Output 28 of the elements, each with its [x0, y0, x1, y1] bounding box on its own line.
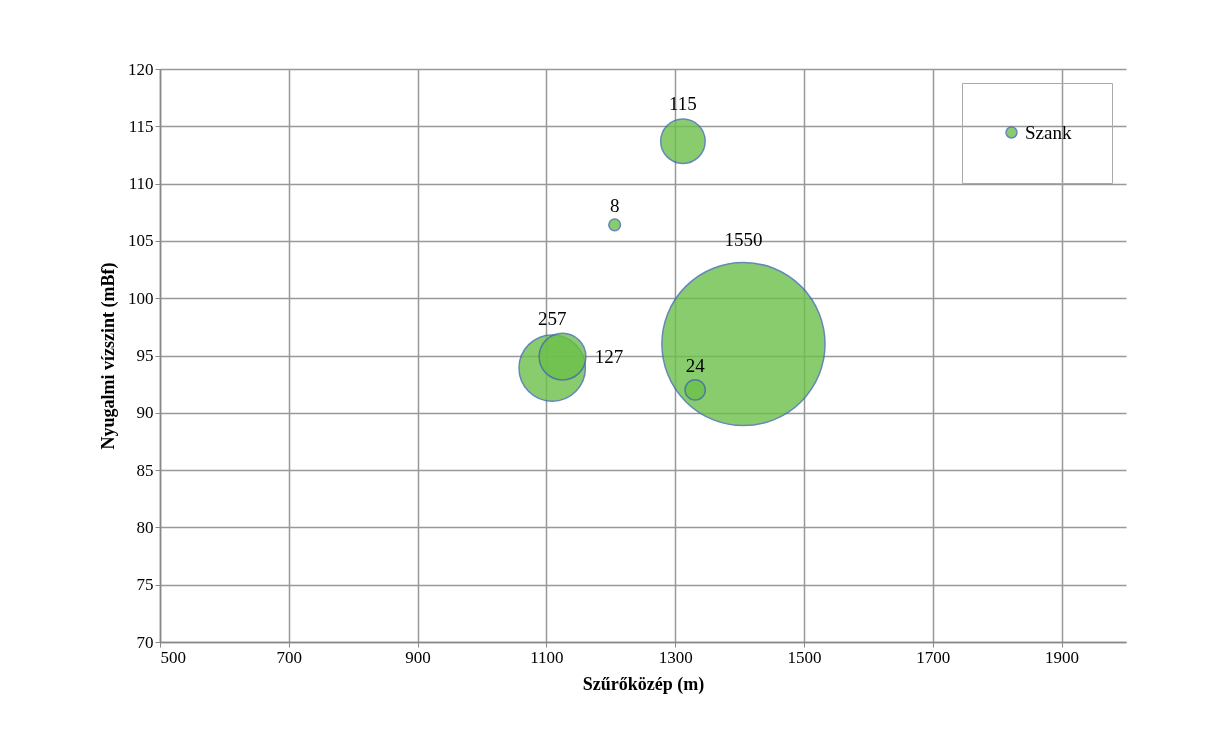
data-label: 115 [669, 93, 697, 115]
x-tick-label: 1300 [658, 647, 693, 667]
y-tick-label: 105 [128, 231, 154, 251]
x-tick-label: 500 [160, 647, 186, 667]
x-tick-label: 1500 [787, 647, 822, 667]
x-tick-label: 700 [276, 647, 303, 667]
x-axis-title: Szűrőközép (m) [582, 673, 705, 695]
y-tick-label: 115 [128, 116, 154, 136]
x-tick-label: 1900 [1045, 647, 1080, 667]
data-label: 24 [685, 355, 706, 377]
y-tick-label: 70 [136, 632, 154, 652]
data-label: 127 [594, 345, 624, 367]
y-tick-label: 80 [136, 517, 154, 537]
y-tick-label: 90 [136, 403, 154, 423]
y-tick-label: 110 [128, 174, 154, 194]
y-tick-label: 120 [128, 59, 154, 79]
y-tick-label: 85 [136, 460, 154, 480]
x-tick-label: 1100 [530, 647, 564, 667]
y-tick-label: 75 [136, 575, 154, 595]
data-label: 257 [537, 307, 567, 329]
y-tick-label: 100 [128, 288, 154, 308]
y-tick-label: 95 [136, 346, 154, 365]
x-tick-label: 1700 [916, 647, 951, 667]
data-label: 1550 [724, 229, 763, 251]
legend-label: Szank [1025, 121, 1072, 143]
y-axis-title: Nyugalmi vízszint (mBf) [98, 262, 119, 450]
data-label: 8 [609, 195, 620, 217]
x-tick-label: 900 [405, 647, 431, 667]
